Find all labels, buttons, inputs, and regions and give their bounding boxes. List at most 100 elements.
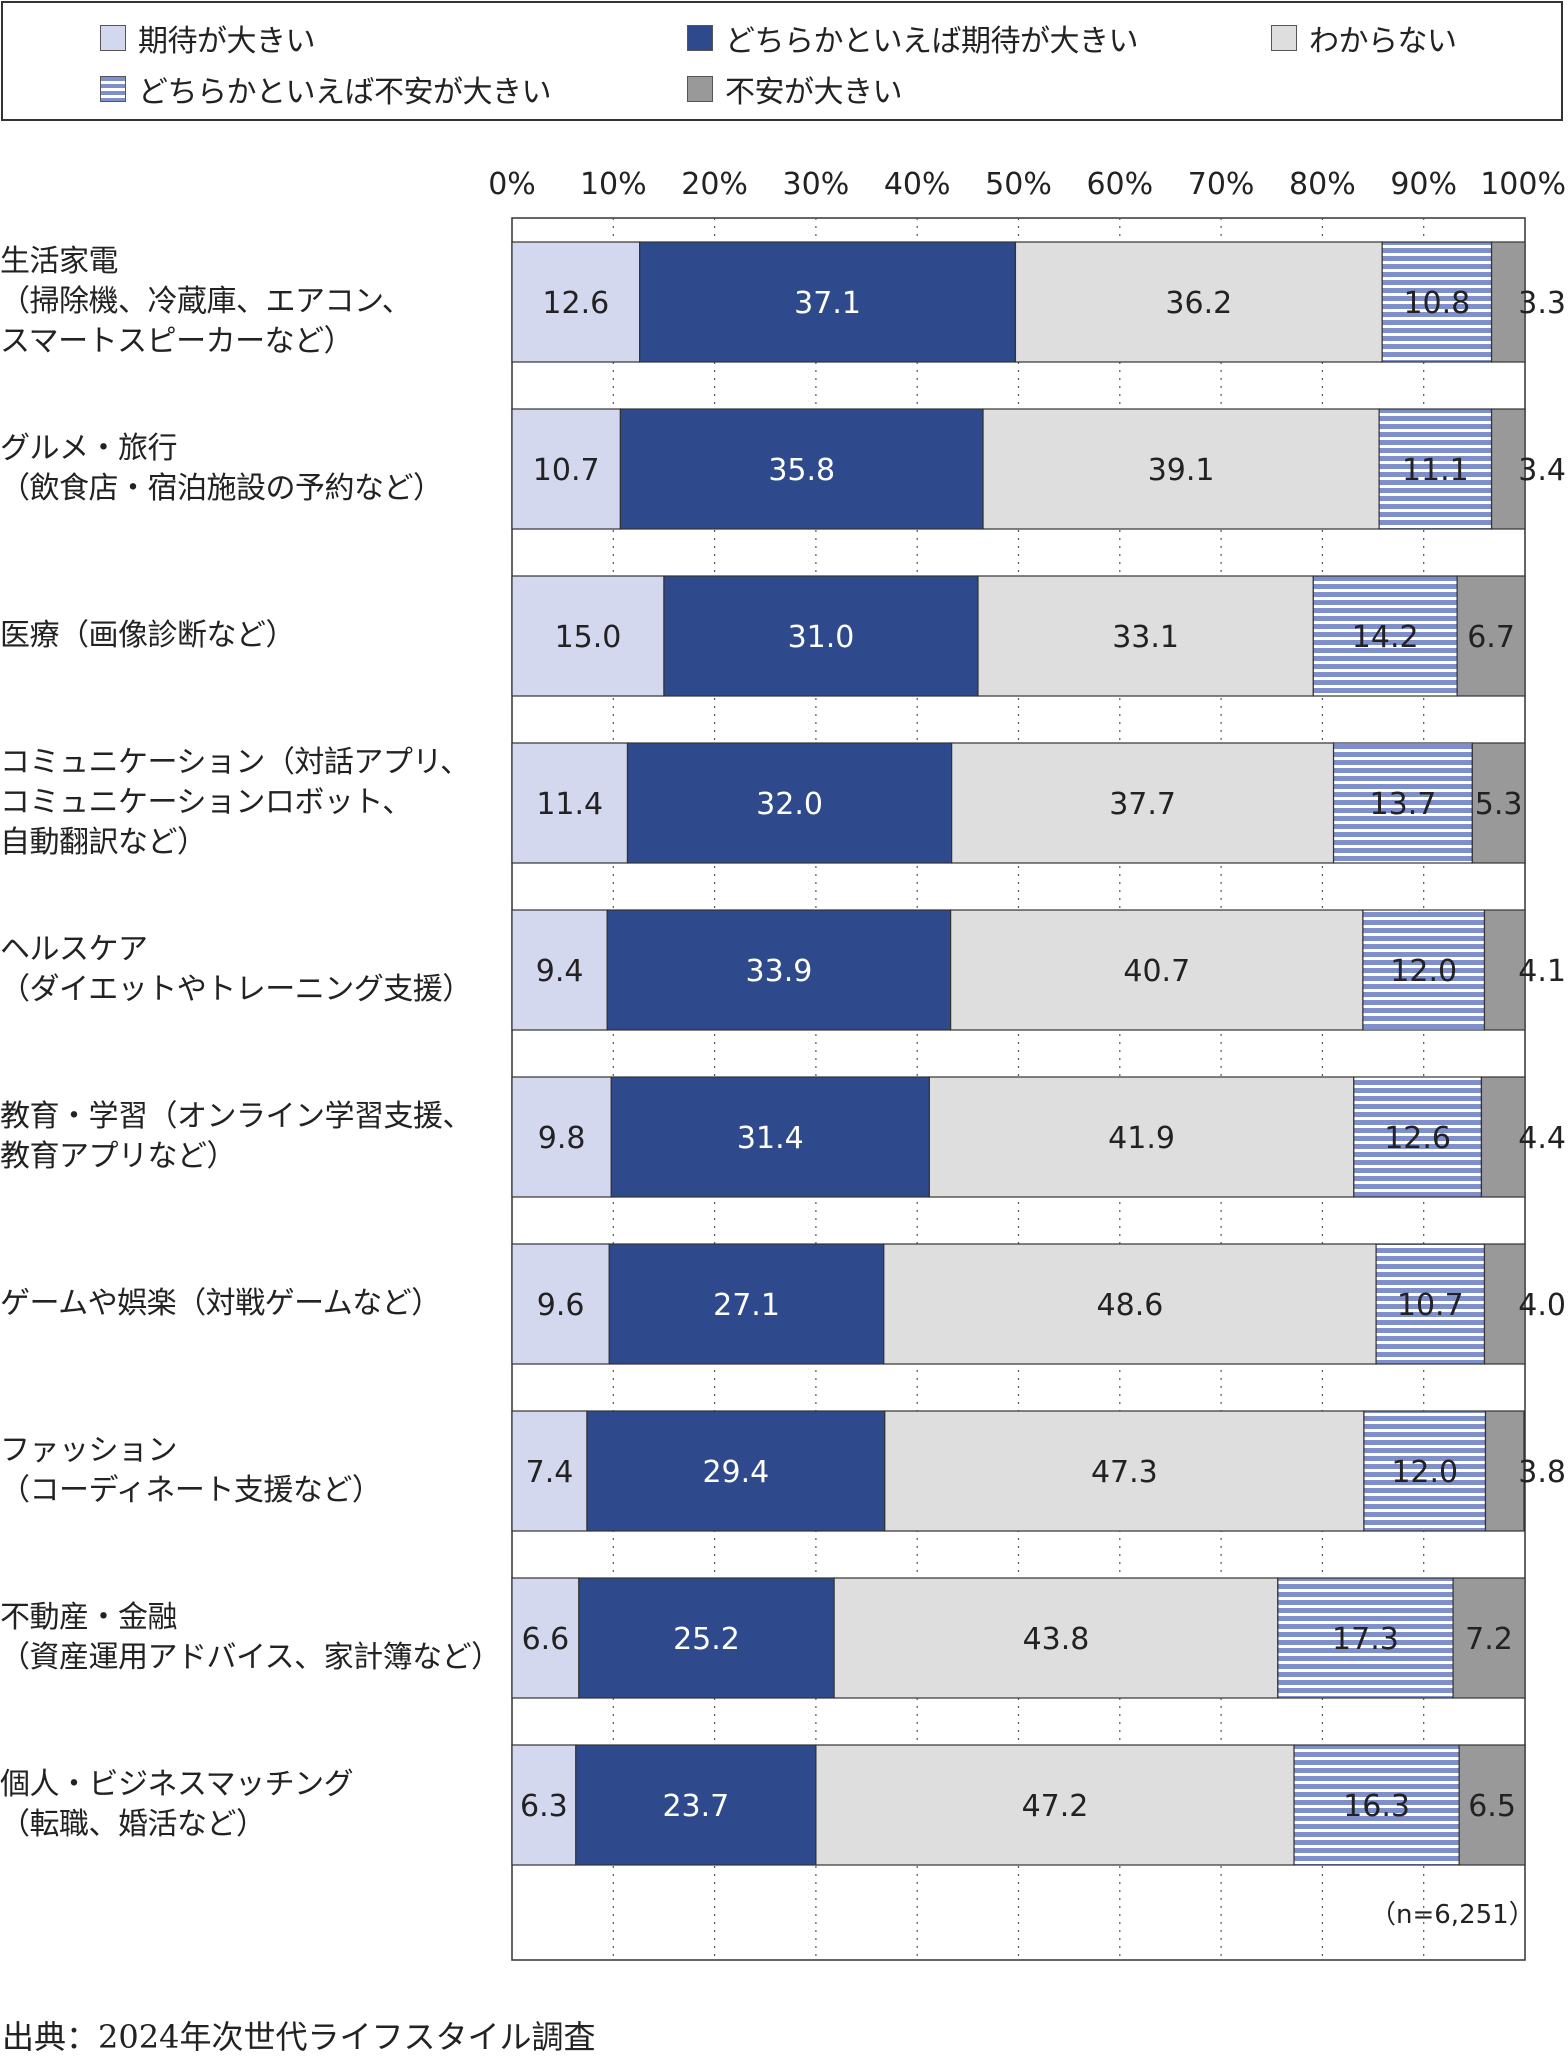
- category-label: 生活家電 （掃除機、冷蔵庫、エアコン、 スマートスピーカーなど）: [0, 242, 505, 362]
- category-label-line: 医療（画像診断など）: [0, 618, 296, 653]
- legend-swatch: [100, 25, 126, 51]
- category-label-line: コミュニケーション（対話アプリ、: [0, 745, 470, 780]
- bar-segment: [1458, 1744, 1526, 1866]
- bar-segment: [1375, 1243, 1486, 1365]
- category-label: コミュニケーション（対話アプリ、 コミュニケーションロボット、 自動翻訳など）: [0, 743, 505, 863]
- bar-segment: [1362, 909, 1486, 1031]
- data-label: 47.3: [1091, 1455, 1158, 1490]
- data-label: 5.3: [1475, 787, 1523, 822]
- x-tick-label: 60%: [1086, 167, 1153, 202]
- data-label: 31.4: [737, 1121, 804, 1156]
- bar-segment: [610, 1076, 930, 1198]
- category-label-line: 自動翻訳など）: [0, 825, 207, 860]
- bar-segment: [511, 1577, 580, 1699]
- category-label: 教育・学習（オンライン学習支援、 教育アプリなど）: [0, 1097, 505, 1177]
- bar-segment: [1363, 1410, 1487, 1532]
- data-label: 27.1: [713, 1288, 780, 1323]
- x-tick-label: 10%: [580, 167, 647, 202]
- data-label: 41.9: [1108, 1121, 1175, 1156]
- bar-segment: [606, 909, 952, 1031]
- bar-segment: [951, 742, 1335, 864]
- bar-segment: [511, 909, 608, 1031]
- data-label: 25.2: [673, 1622, 740, 1657]
- data-label: 10.8: [1403, 286, 1470, 321]
- legend-label: 期待が大きい: [138, 24, 316, 59]
- bar-segment: [626, 742, 953, 864]
- category-label-line: （コーディネート支援など）: [0, 1473, 382, 1508]
- data-label: 7.2: [1465, 1622, 1513, 1657]
- bar-segment: [928, 1076, 1355, 1198]
- bar-segment: [1378, 408, 1493, 530]
- x-tick-label: 30%: [783, 167, 850, 202]
- category-label-line: ファッション: [0, 1433, 178, 1468]
- bar-segment: [511, 1243, 610, 1365]
- data-label: 16.3: [1343, 1789, 1410, 1824]
- data-label: 14.2: [1352, 620, 1419, 655]
- legend-item: わからない: [1271, 18, 1457, 59]
- legend-label: わからない: [1309, 24, 1457, 59]
- data-label: 4.0: [1518, 1288, 1566, 1323]
- legend-swatch: [687, 25, 713, 51]
- data-label: 9.4: [536, 954, 584, 989]
- data-label: 11.4: [536, 787, 603, 822]
- category-label-line: （資産運用アドバイス、家計簿など）: [0, 1640, 501, 1675]
- x-tick-label: 80%: [1289, 167, 1356, 202]
- data-label: 35.8: [768, 453, 835, 488]
- legend-item: どちらかといえば不安が大きい: [100, 69, 552, 110]
- bar-segment: [1483, 1243, 1526, 1365]
- bar-segment: [511, 1076, 612, 1198]
- x-tick-label: 70%: [1188, 167, 1255, 202]
- category-label: ファッション （コーディネート支援など）: [0, 1431, 505, 1511]
- category-label: グルメ・旅行 （飲食店・宿泊施設の予約など）: [0, 429, 505, 509]
- bar-segment: [1381, 241, 1493, 363]
- legend-swatch: [1271, 25, 1297, 51]
- data-label: 37.1: [794, 286, 861, 321]
- data-label: 36.2: [1165, 286, 1232, 321]
- category-label-line: 教育・学習（オンライン学習支援、: [0, 1099, 473, 1134]
- data-label: 10.7: [533, 453, 600, 488]
- category-label-line: （掃除機、冷蔵庫、エアコン、: [0, 284, 412, 319]
- data-label: 23.7: [662, 1789, 729, 1824]
- bar-segment: [1312, 575, 1458, 697]
- category-label-line: （転職、婚活など）: [0, 1807, 266, 1842]
- data-label: 3.4: [1518, 453, 1566, 488]
- category-label: 医療（画像診断など）: [0, 616, 505, 656]
- x-tick-label: 90%: [1390, 167, 1457, 202]
- category-label-line: コミュニケーションロボット、: [0, 785, 412, 820]
- legend-swatch: [687, 76, 713, 102]
- category-label-line: 生活家電: [0, 244, 119, 279]
- category-label: 不動産・金融 （資産運用アドバイス、家計簿など）: [0, 1598, 505, 1678]
- legend-label: 不安が大きい: [725, 75, 903, 110]
- bar-segment: [1484, 1410, 1525, 1532]
- bar-segment: [1014, 241, 1383, 363]
- data-label: 40.7: [1123, 954, 1190, 989]
- data-label: 47.2: [1022, 1789, 1089, 1824]
- data-label: 6.7: [1467, 620, 1515, 655]
- data-label: 33.1: [1112, 620, 1179, 655]
- category-label-line: スマートスピーカーなど）: [0, 324, 354, 359]
- bar-segment: [1456, 575, 1526, 697]
- bar-segment: [1480, 1076, 1526, 1198]
- bar-segment: [511, 408, 621, 530]
- data-label: 3.3: [1518, 286, 1566, 321]
- stacked-bar-chart: 12.6 37.1 36.2 10.8 3.3 10.7 35.8 39.1 11.1 3.4 15…: [488, 167, 1566, 1961]
- category-label-line: ヘルスケア: [0, 932, 148, 967]
- data-label: 39.1: [1148, 453, 1215, 488]
- bar-segment: [883, 1243, 1377, 1365]
- category-label-line: 教育アプリなど）: [0, 1139, 237, 1174]
- x-tick-label: 50%: [985, 167, 1052, 202]
- category-label-line: （ダイエットやトレーニング支援）: [0, 972, 472, 1007]
- data-label: 7.4: [526, 1455, 574, 1490]
- bar-segment: [833, 1577, 1279, 1699]
- data-label: 6.5: [1468, 1789, 1516, 1824]
- bar-segment: [1490, 408, 1526, 530]
- sample-size-note: （n=6,251）: [1370, 1900, 1535, 1930]
- category-label: ゲームや娯楽（対戦ゲームなど）: [0, 1284, 505, 1324]
- category-label: ヘルスケア （ダイエットやトレーニング支援）: [0, 930, 505, 1010]
- category-label-line: 不動産・金融: [0, 1600, 178, 1635]
- data-label: 12.0: [1390, 954, 1457, 989]
- bar-segment: [1293, 1744, 1460, 1866]
- data-label: 33.9: [746, 954, 813, 989]
- data-label: 29.4: [702, 1455, 769, 1490]
- data-label: 13.7: [1370, 787, 1437, 822]
